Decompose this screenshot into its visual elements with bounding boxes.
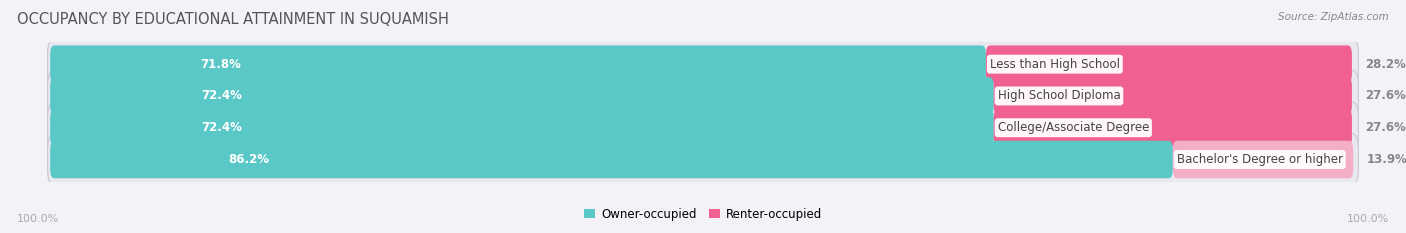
FancyBboxPatch shape (986, 45, 1353, 83)
Text: 100.0%: 100.0% (17, 214, 59, 224)
Text: 71.8%: 71.8% (200, 58, 242, 71)
FancyBboxPatch shape (51, 141, 1173, 178)
Text: Bachelor's Degree or higher: Bachelor's Degree or higher (1177, 153, 1343, 166)
Text: 27.6%: 27.6% (1365, 89, 1406, 103)
FancyBboxPatch shape (1173, 141, 1353, 178)
Text: 28.2%: 28.2% (1365, 58, 1406, 71)
Text: Less than High School: Less than High School (990, 58, 1119, 71)
Text: 27.6%: 27.6% (1365, 121, 1406, 134)
Text: OCCUPANCY BY EDUCATIONAL ATTAINMENT IN SUQUAMISH: OCCUPANCY BY EDUCATIONAL ATTAINMENT IN S… (17, 12, 449, 27)
FancyBboxPatch shape (48, 102, 1358, 154)
Text: High School Diploma: High School Diploma (998, 89, 1121, 103)
FancyBboxPatch shape (51, 77, 994, 115)
Text: College/Associate Degree: College/Associate Degree (998, 121, 1149, 134)
Text: Source: ZipAtlas.com: Source: ZipAtlas.com (1278, 12, 1389, 22)
FancyBboxPatch shape (994, 109, 1353, 147)
Text: 72.4%: 72.4% (201, 89, 242, 103)
Text: 72.4%: 72.4% (201, 121, 242, 134)
FancyBboxPatch shape (48, 70, 1358, 122)
FancyBboxPatch shape (51, 45, 986, 83)
Text: 100.0%: 100.0% (1347, 214, 1389, 224)
FancyBboxPatch shape (48, 38, 1358, 90)
FancyBboxPatch shape (48, 134, 1358, 185)
FancyBboxPatch shape (994, 77, 1353, 115)
Text: 86.2%: 86.2% (228, 153, 270, 166)
Text: 13.9%: 13.9% (1367, 153, 1406, 166)
Legend: Owner-occupied, Renter-occupied: Owner-occupied, Renter-occupied (583, 208, 823, 221)
FancyBboxPatch shape (51, 109, 994, 147)
